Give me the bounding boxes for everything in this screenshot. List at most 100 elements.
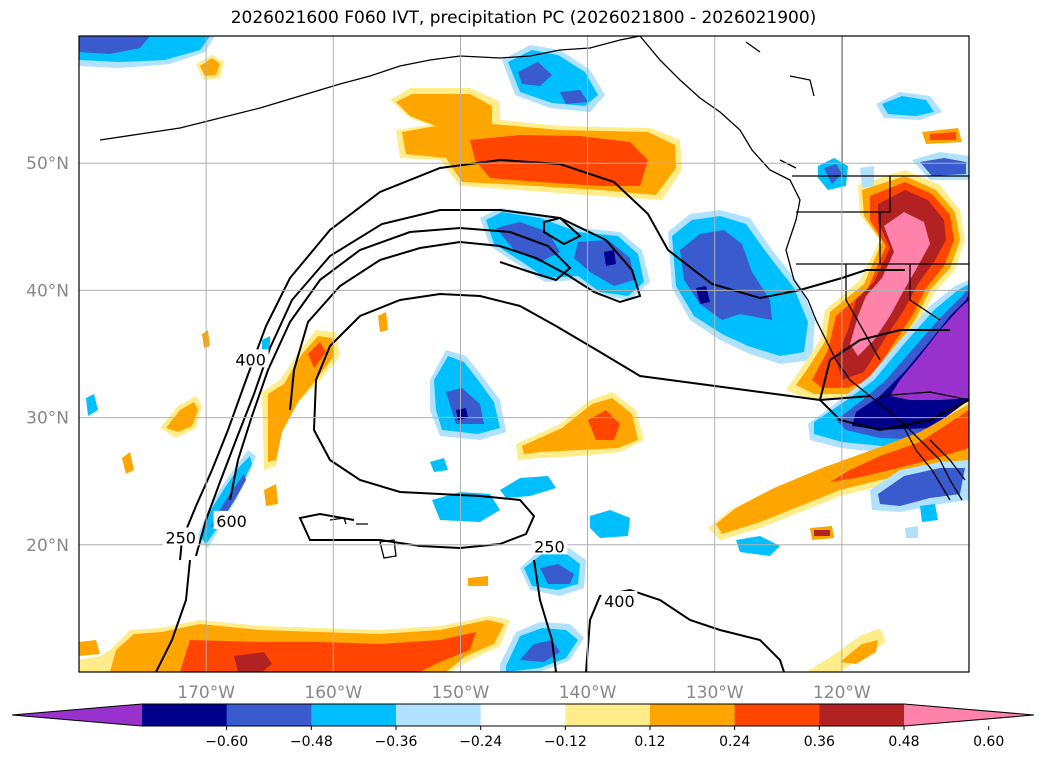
fill-ne-blue-4 — [860, 166, 874, 188]
colorbar-segment-6 — [650, 704, 736, 726]
contour-small — [543, 216, 582, 246]
contour-labels: 400 250 600 250 400 — [162, 349, 638, 611]
colorbar-label-6: 0.24 — [719, 734, 750, 750]
fill-ne-blue-1b — [882, 96, 934, 116]
colorbar-label-8: 0.48 — [888, 734, 919, 750]
fill-c-blue-2 — [500, 476, 556, 498]
colorbar-segment-3 — [396, 704, 482, 726]
fill-band-se-red — [830, 410, 969, 482]
fill-c-blue-5 — [430, 458, 448, 472]
fill-c18-blue — [540, 564, 574, 584]
map-frame — [78, 35, 970, 673]
lat-label-3: 20°N — [26, 536, 69, 556]
longitude-labels: 170°W 160°W 150°W 140°W 130°W 120°W — [177, 683, 871, 703]
colorbar-segment-4 — [480, 704, 566, 726]
contour-label-4: 400 — [604, 592, 635, 611]
coast-hawaii — [329, 517, 397, 559]
fill-small-se-darkred — [814, 530, 830, 536]
coast-baja — [899, 419, 966, 501]
border-mexico — [879, 391, 969, 401]
fill-w-red — [308, 342, 326, 368]
contour-250 — [155, 158, 905, 672]
fill-ne-blue-3b — [824, 164, 842, 184]
fill-gulf-blue — [518, 62, 588, 104]
fill-w-or-small3 — [378, 312, 388, 332]
lon-label-5: 120°W — [813, 683, 871, 703]
lon-label-4: 130°W — [686, 683, 744, 703]
colorbar-label-2: −0.36 — [375, 734, 418, 750]
colorbar-segment-7 — [734, 704, 820, 726]
fill-br-cyan — [736, 536, 780, 556]
contour-label-bg-3 — [531, 536, 568, 555]
fill-band50-red — [470, 135, 648, 186]
colorbar-label-9: 0.60 — [973, 734, 1004, 750]
fill-small-se-blue — [920, 504, 938, 522]
lat-label-2: 30°N — [26, 409, 69, 429]
contour-label-bg-4 — [601, 591, 638, 610]
coast-alaska-panhandle — [639, 36, 963, 501]
colorbar: −0.60 −0.48 −0.36 −0.24 −0.12 0.12 0.24 0.36 0.4… — [11, 703, 1035, 750]
colorbar-segment-0 — [142, 704, 228, 726]
fill-br-orange — [840, 640, 878, 664]
lat-label-1: 40°N — [26, 281, 69, 301]
fill-c140-orange — [522, 398, 638, 454]
map-title: 2026021600 F060 IVT, precipitation PC (2… — [230, 8, 817, 28]
fill-c-blue-3 — [432, 492, 500, 522]
fill-br-yellow — [806, 628, 886, 672]
fill-se-purple — [890, 300, 969, 400]
fill-bottom-darkred — [234, 652, 272, 672]
colorbar-label-7: 0.36 — [804, 734, 835, 750]
colorbar-segment-1 — [226, 704, 312, 726]
coast-islands — [745, 41, 815, 169]
colorbar-extend-high — [904, 704, 1034, 726]
fill-se-low-cyan — [878, 468, 965, 506]
fill-w-orange — [268, 336, 334, 462]
lon-label-0: 170°W — [177, 683, 235, 703]
contour-600 — [229, 226, 572, 501]
lat-label-0: 50°N — [26, 154, 69, 174]
contour-label-1: 250 — [165, 528, 196, 547]
fill-c-orange-small — [468, 576, 488, 586]
colorbar-extend-low — [12, 704, 142, 726]
fill-s12-blue — [520, 640, 560, 662]
contour-label-3: 250 — [534, 537, 565, 556]
colorbar-outline — [11, 703, 1035, 727]
coast-alaska — [99, 36, 641, 141]
contour-label-bg-2 — [213, 510, 250, 529]
colorbar-segment-8 — [819, 704, 905, 726]
fill-small-se-blue2 — [905, 526, 918, 538]
fill-b42-blue — [496, 222, 634, 286]
colorbar-label-1: −0.48 — [290, 734, 333, 750]
contour-label-bg-0 — [232, 349, 269, 368]
contour-label-2: 600 — [216, 512, 247, 531]
fill-coast-pink — [850, 212, 930, 356]
colorbar-label-5: 0.12 — [634, 734, 665, 750]
precipitation-fills — [79, 36, 969, 672]
contour-label-bg-1 — [162, 527, 199, 546]
fill-nw-blue — [79, 36, 150, 54]
contour-400 — [195, 209, 969, 672]
fill-w-blue-small — [262, 336, 270, 352]
gridlines — [79, 36, 969, 672]
fill-ne-red — [930, 132, 956, 140]
coastlines — [99, 36, 969, 559]
fill-w30-orange — [166, 402, 198, 432]
fill-c30-darkblue — [456, 408, 468, 420]
fill-w26-orange — [122, 452, 134, 474]
lon-label-1: 160°W — [304, 683, 362, 703]
fill-band-se-orange — [716, 404, 969, 534]
colorbar-label-3: −0.24 — [459, 734, 502, 750]
colorbar-segment-2 — [311, 704, 397, 726]
fill-ne-blue-2b — [920, 158, 966, 176]
fill-c-blue-4 — [590, 510, 630, 538]
fill-b42-darkblue — [604, 250, 616, 266]
latitude-labels: 50°N 40°N 30°N 20°N — [26, 154, 69, 556]
lon-label-2: 150°W — [432, 683, 490, 703]
contour-label-0: 400 — [235, 350, 266, 369]
fill-w-or-small4 — [264, 484, 278, 506]
fill-small-orange-1b — [200, 58, 220, 76]
fill-c30-blue — [446, 388, 484, 424]
fill-bottom-left-orange — [79, 640, 100, 656]
colorbar-segment-5 — [565, 704, 651, 726]
